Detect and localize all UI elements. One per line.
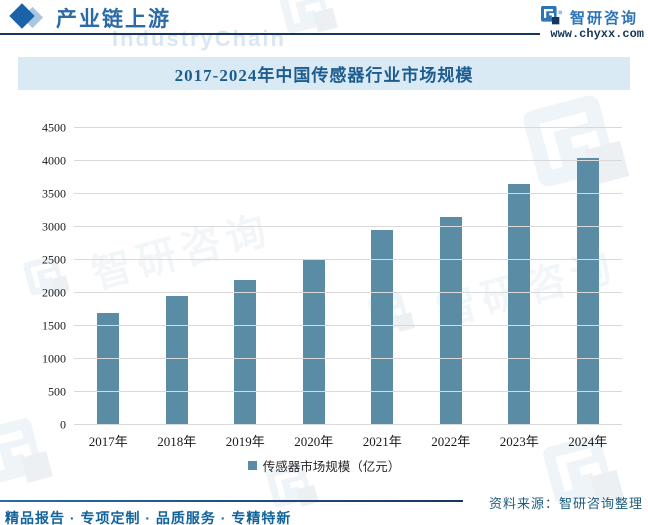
gridline — [74, 292, 622, 293]
gridline — [74, 192, 622, 194]
gridline — [74, 159, 622, 161]
y-axis-label: 3000 — [42, 219, 66, 234]
footer-tagline: 精品报告 · 专项定制 · 品质服务 · 专精特新 — [5, 510, 292, 525]
gridline — [74, 424, 622, 425]
x-axis-label: 2024年 — [568, 434, 608, 449]
gridline — [74, 225, 622, 227]
data-source: 资料来源：智研咨询整理 — [488, 496, 643, 511]
bars-container — [74, 128, 622, 425]
bar — [234, 279, 257, 425]
bar-slot — [554, 128, 623, 425]
bar-slot — [143, 128, 212, 425]
brand-logo: 智研咨询 — [540, 6, 638, 28]
zhiyan-logo-icon — [540, 6, 563, 25]
chart-title: 2017-2024年中国传感器行业市场规模 — [174, 66, 474, 85]
bar-slot — [280, 128, 349, 425]
bar-slot — [485, 128, 554, 425]
gridline — [74, 390, 622, 392]
bar-slot — [74, 128, 143, 425]
y-axis-label: 4000 — [42, 153, 66, 168]
website-url: www.chyxx.com — [550, 27, 644, 41]
x-axis-label: 2021年 — [362, 434, 402, 449]
y-axis-label: 500 — [48, 384, 66, 399]
header-divider — [0, 33, 541, 35]
chart-legend: 传感器市场规模（亿元） — [20, 456, 628, 475]
header-section: 产业链上游 — [9, 3, 171, 33]
y-axis-label: 4500 — [42, 120, 66, 135]
bar — [439, 217, 462, 425]
x-axis-label: 2020年 — [294, 434, 334, 449]
bar — [302, 260, 325, 425]
header-rule-row: www.chyxx.com — [0, 27, 648, 41]
bar — [371, 230, 394, 425]
bar-slot — [348, 128, 417, 425]
y-axis-label: 2500 — [42, 252, 66, 267]
bar — [165, 296, 188, 425]
gridline — [74, 258, 622, 260]
y-axis-label: 1000 — [42, 351, 66, 366]
footer-divider — [0, 500, 463, 502]
brand-name: 智研咨询 — [569, 9, 638, 27]
x-axis-label: 2023年 — [499, 434, 539, 449]
x-axis-label: 2022年 — [431, 434, 471, 449]
section-title: 产业链上游 — [56, 8, 171, 31]
x-axis-label: 2018年 — [157, 434, 197, 449]
chart-title-band: 2017-2024年中国传感器行业市场规模 — [18, 57, 630, 90]
y-axis-label: 1500 — [42, 318, 66, 333]
gridline — [74, 358, 622, 359]
y-axis-label: 2000 — [42, 285, 66, 300]
bar-slot — [417, 128, 486, 425]
bar — [97, 312, 120, 425]
x-axis: 2017年 2018年 2019年 2020年 2021年 2022年 2023年 2024年 — [74, 431, 622, 450]
y-axis-label: 0 — [60, 417, 66, 432]
bar-slot — [211, 128, 280, 425]
x-axis-label: 2017年 — [88, 434, 128, 449]
x-axis-label: 2019年 — [225, 434, 265, 449]
legend-marker — [247, 461, 257, 470]
plot-area — [74, 127, 622, 425]
y-axis-label: 3500 — [42, 186, 66, 201]
gridline — [74, 324, 622, 326]
gridline — [74, 127, 622, 128]
bar — [508, 184, 531, 425]
y-axis: 0 500 1000 1500 2000 2500 3000 3500 4000 4500 — [0, 121, 66, 432]
legend-label: 传感器市场规模（亿元） — [262, 460, 401, 474]
